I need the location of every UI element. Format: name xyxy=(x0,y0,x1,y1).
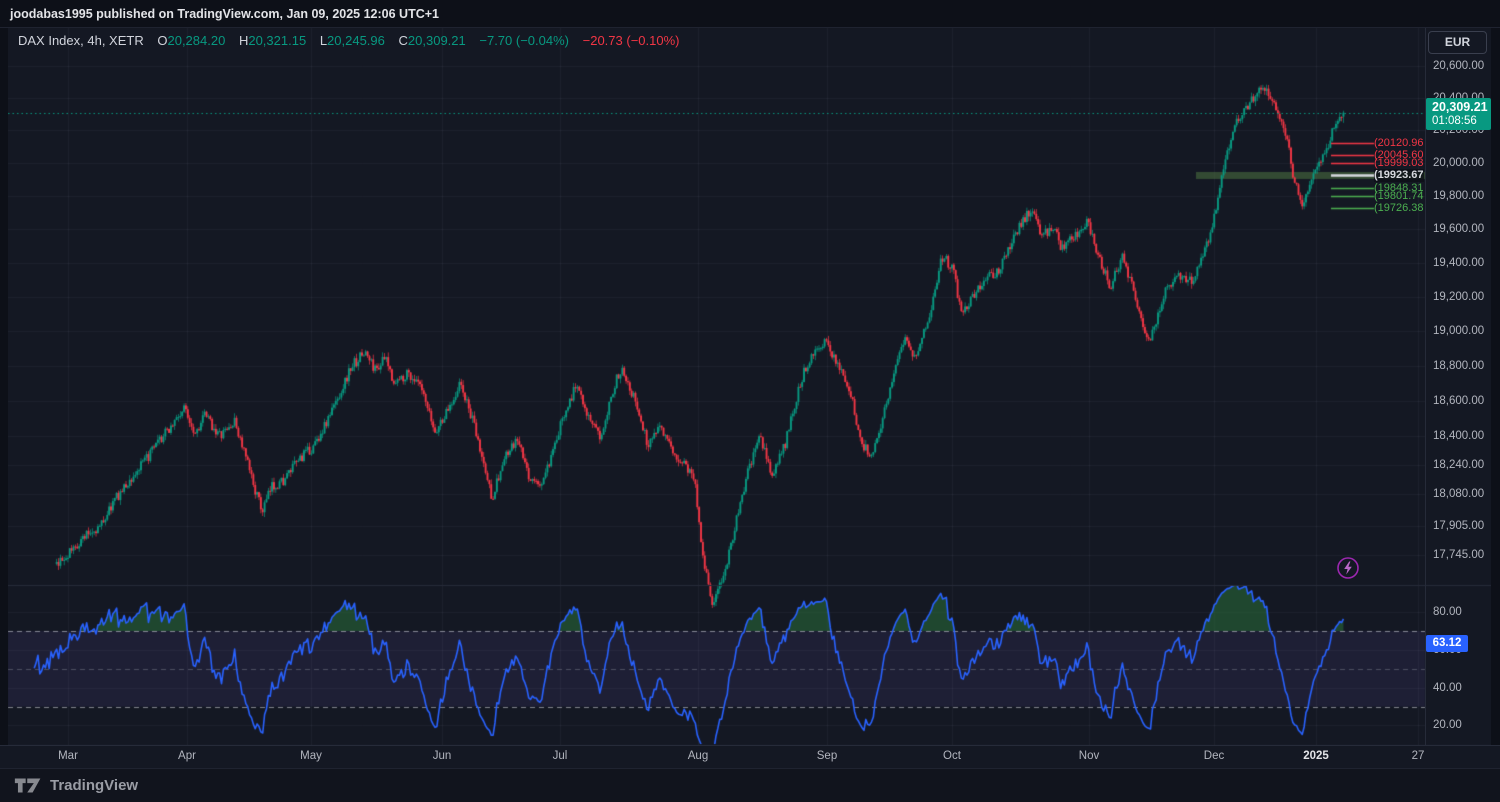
tradingview-logo-icon xyxy=(14,778,41,793)
price-tick-label: 18,600.00 xyxy=(1433,394,1485,407)
time-axis-label: Nov xyxy=(1078,750,1100,762)
price-tick-label: 19,200.00 xyxy=(1433,290,1485,303)
high-label: H xyxy=(238,33,249,48)
time-axis-label: Sep xyxy=(816,750,838,762)
symbol-title[interactable]: DAX Index, 4h, XETR xyxy=(18,33,144,48)
rsi-value-badge: 63.12 xyxy=(1426,634,1468,652)
rsi-tick-label: 20.00 xyxy=(1433,719,1462,732)
change-absolute: −7.70 (−0.04%) xyxy=(479,33,569,48)
high-value: 20,321.15 xyxy=(248,33,307,48)
publish-header: joodabas1995 published on TradingView.co… xyxy=(0,0,1500,28)
change-cumulative: −20.73 (−0.10%) xyxy=(582,33,680,48)
close-value: 20,309.21 xyxy=(407,33,466,48)
price-axis[interactable]: EUR 20,309.21 01:08:56 63.12 20,600.00 20… xyxy=(1426,28,1491,745)
price-tick-label: 19,800.00 xyxy=(1433,189,1485,202)
price-tick-label: 20,600.00 xyxy=(1433,60,1485,72)
price-tick-label: 18,800.00 xyxy=(1433,359,1485,372)
lightning-bolt-icon xyxy=(1337,557,1359,579)
time-axis-label: 2025 xyxy=(1303,750,1329,762)
time-axis-label: Mar xyxy=(58,750,78,762)
price-tick-label: 19,600.00 xyxy=(1433,223,1485,236)
currency-button[interactable]: EUR xyxy=(1428,31,1487,54)
time-axis-label: 27 xyxy=(1411,750,1425,762)
time-axis-label: Aug xyxy=(687,750,709,762)
left-gutter xyxy=(0,28,8,768)
low-label: L xyxy=(319,33,328,48)
footer-bar: TradingView xyxy=(0,768,1500,802)
price-axis-border xyxy=(1425,28,1426,768)
open-label: O xyxy=(157,33,168,48)
price-tick-label: 17,745.00 xyxy=(1433,549,1485,562)
last-price-badge: 20,309.21 01:08:56 xyxy=(1426,97,1491,130)
rsi-tick-label: 40.00 xyxy=(1433,681,1462,694)
tradingview-brand-text[interactable]: TradingView xyxy=(50,777,139,794)
price-tick-label: 19,400.00 xyxy=(1433,256,1485,269)
time-axis-label: Jun xyxy=(432,750,452,762)
pane-divider[interactable] xyxy=(0,584,1425,587)
symbol-info-row: DAX Index, 4h, XETR O20,284.20 H20,321.1… xyxy=(18,33,679,48)
quick-trade-icon[interactable] xyxy=(1335,555,1361,581)
price-tick-label: 20,000.00 xyxy=(1433,156,1485,169)
close-label: C xyxy=(398,33,408,48)
rsi-tick-label: 80.00 xyxy=(1433,606,1462,618)
publish-header-text: joodabas1995 published on TradingView.co… xyxy=(10,7,439,21)
open-value: 20,284.20 xyxy=(167,33,226,48)
right-strip xyxy=(1491,28,1500,768)
time-axis-label: Apr xyxy=(178,750,196,762)
price-tick-label: 18,080.00 xyxy=(1433,487,1485,500)
price-tick-label: 18,400.00 xyxy=(1433,430,1485,443)
time-axis-label: May xyxy=(300,750,322,762)
time-axis-label: Oct xyxy=(943,750,961,762)
price-tick-label: 19,000.00 xyxy=(1433,325,1485,338)
last-price-value: 20,309.21 xyxy=(1432,99,1488,114)
bar-countdown: 01:08:56 xyxy=(1432,114,1477,127)
time-axis[interactable]: Mar Apr May Jun Jul Aug Sep Oct Nov Dec 2025 27 xyxy=(0,745,1500,768)
time-axis-label: Dec xyxy=(1203,750,1225,762)
time-axis-label: Jul xyxy=(552,750,568,762)
low-value: 20,245.96 xyxy=(327,33,385,48)
price-tick-label: 17,905.00 xyxy=(1433,519,1485,532)
price-tick-label: 18,240.00 xyxy=(1433,458,1485,471)
tradingview-logo[interactable] xyxy=(14,777,42,794)
